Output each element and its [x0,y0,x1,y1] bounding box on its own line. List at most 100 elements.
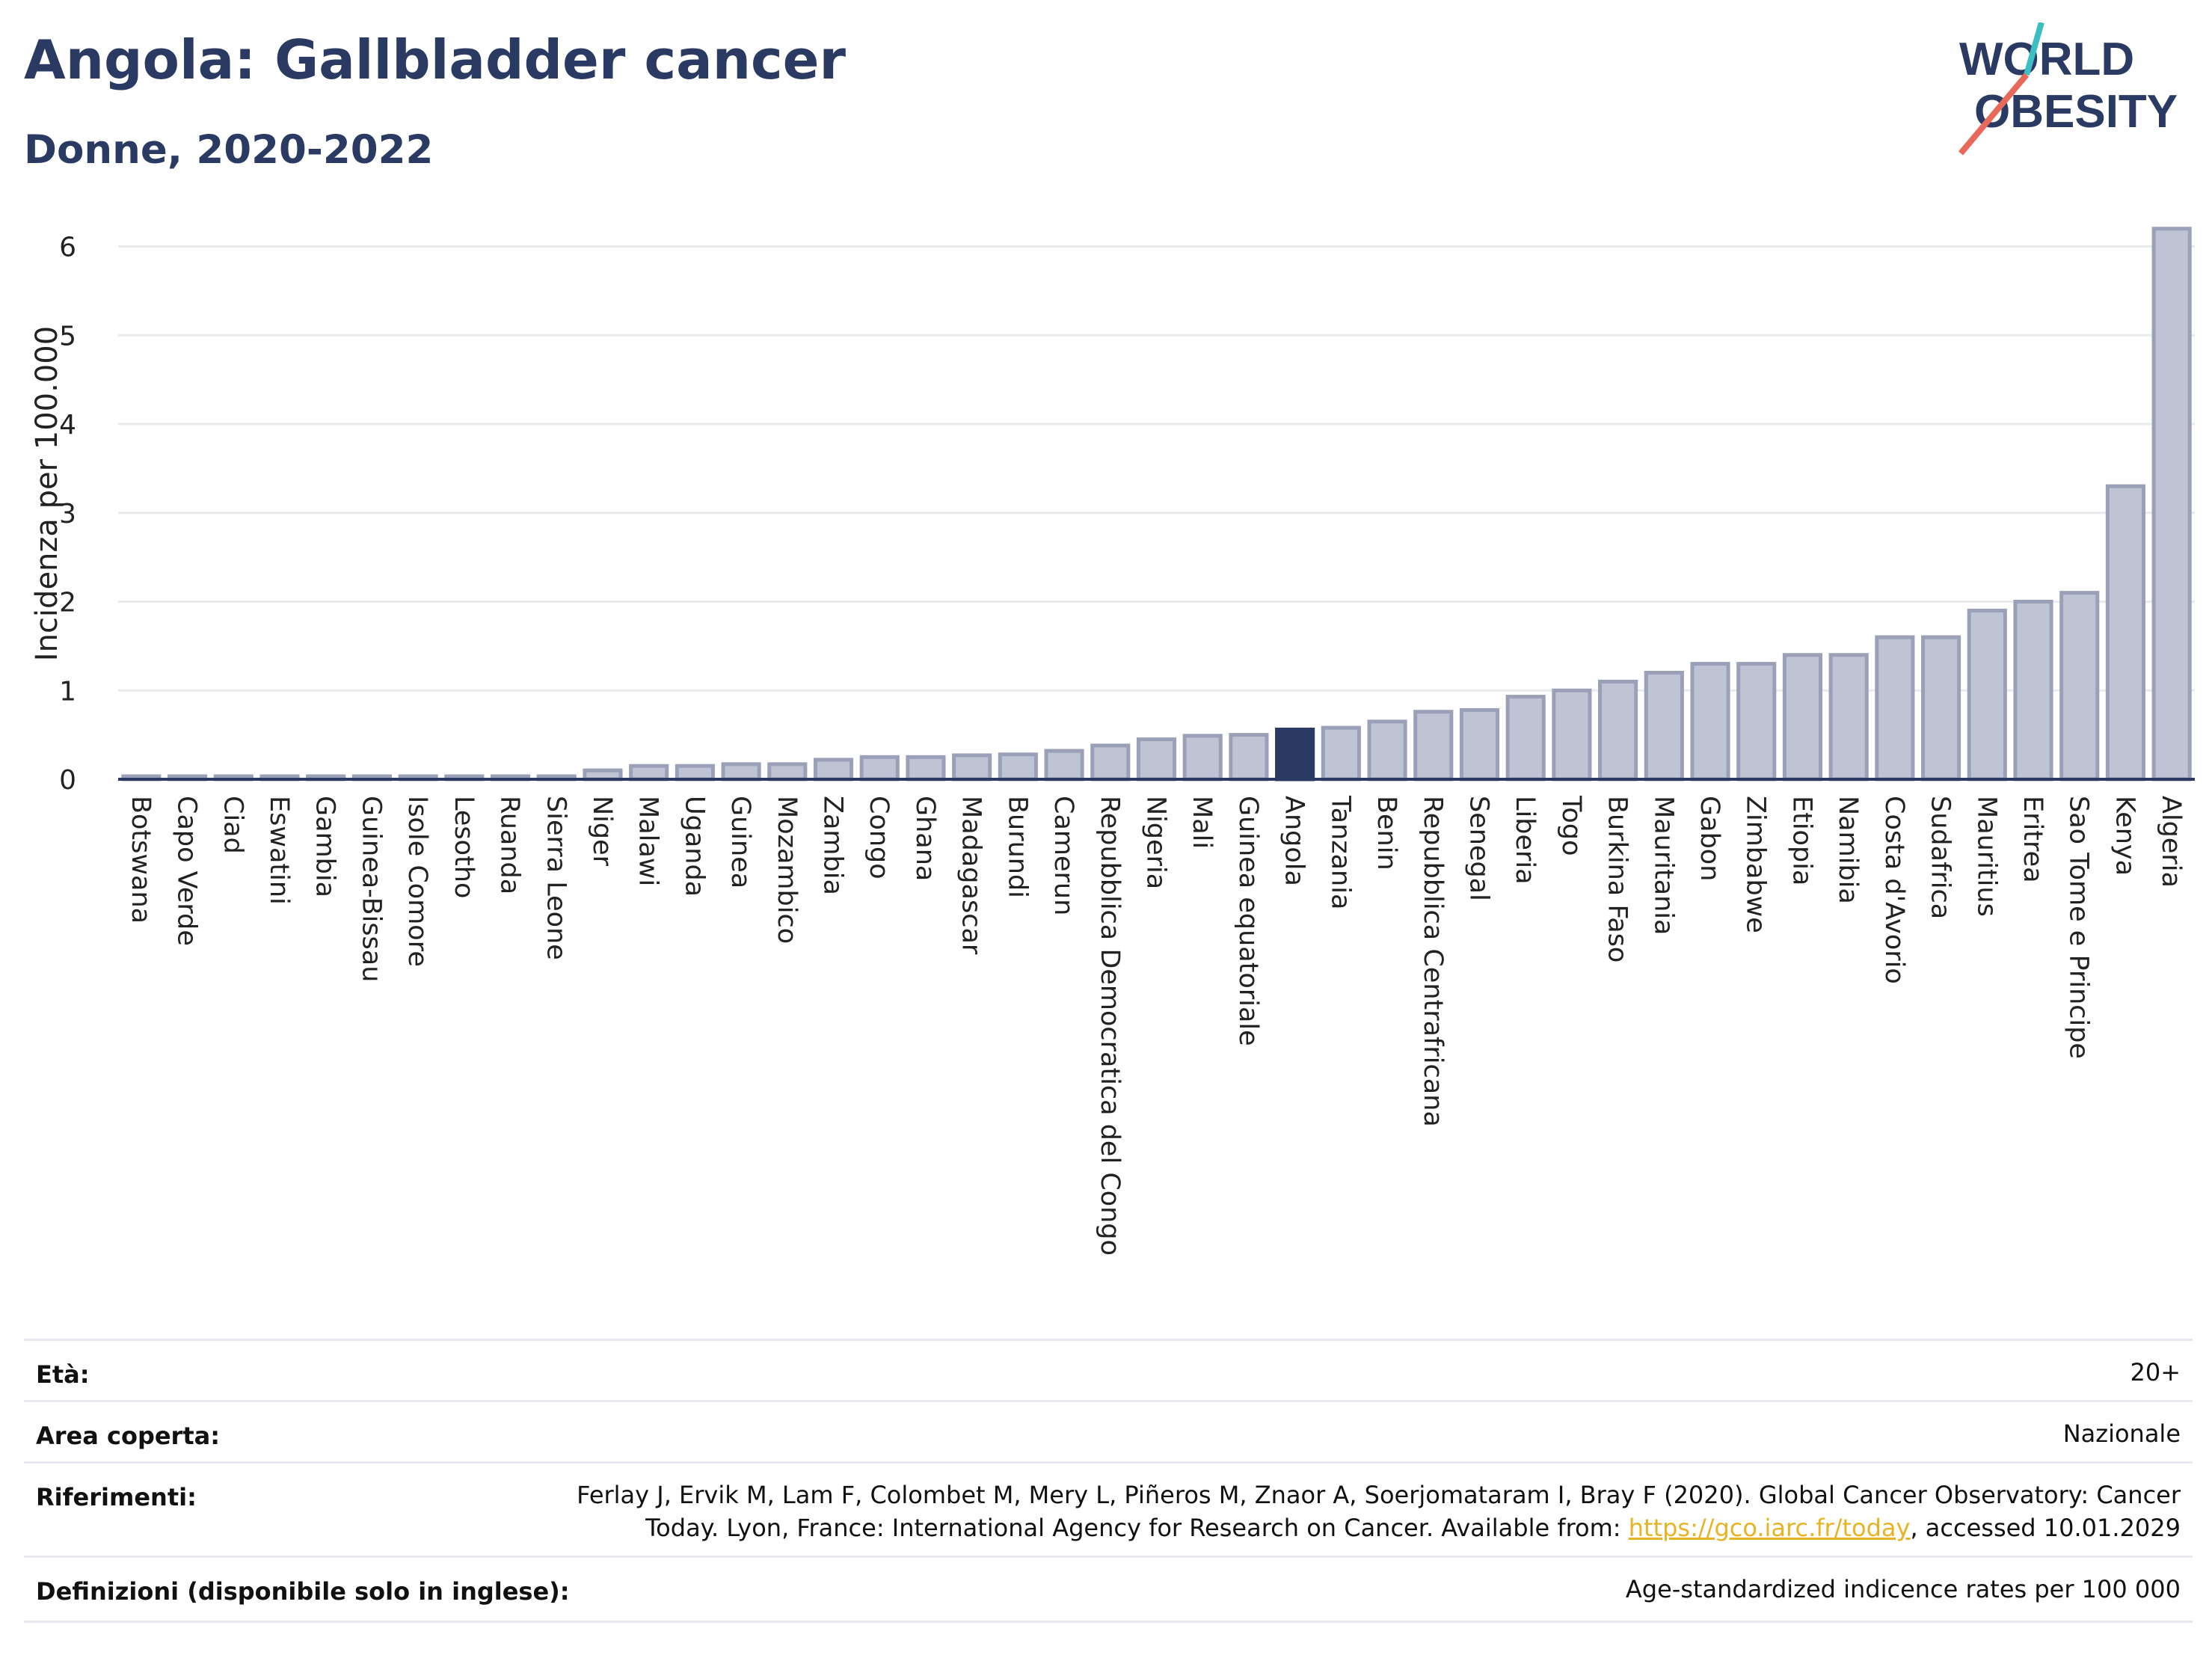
x-tick-label: Namibia [1833,796,1863,904]
x-tick-label: Eswatini [264,796,294,905]
riferimenti-line-1: Ferlay J, Ervik M, Lam F, Colombet M, Me… [577,1481,2181,1509]
bar-zimbabwe [1736,662,1777,782]
footer-table: Età: 20+ Area coperta: Nazionale Riferim… [24,1339,2193,1623]
x-tick-label: Uganda [679,796,709,897]
area-label: Area coperta: [36,1422,221,1450]
y-tick-label: 6 [59,233,76,263]
x-tick-label: Ciad [218,796,248,854]
bar-zambia [813,758,854,782]
y-tick-label: 4 [59,410,76,440]
x-tick-label: Niger [587,796,617,867]
definizioni-value: Age-standardized indicence rates per 100… [1625,1575,2181,1603]
riferimenti-value: Ferlay J, Ervik M, Lam F, Colombet M, Me… [577,1479,2181,1544]
eta-label: Età: [36,1360,90,1389]
x-tick-label: Liberia [1510,796,1540,885]
bar-guinea [721,762,761,782]
riferimenti-label: Riferimenti: [36,1483,197,1511]
bar-costa-d-avorio [1875,635,1915,782]
footer-row-riferimenti: Riferimenti: Ferlay J, Ervik M, Lam F, C… [24,1461,2193,1558]
world-obesity-logo: WORLD OBESITY [1958,22,2178,156]
bar-repubblica-democratica-del-congo [1090,743,1131,782]
bar-tanzania [1321,725,1361,782]
x-tick-label: Congo [864,796,894,879]
riferimenti-line-2-post: , accessed 10.01.2029 [1910,1514,2181,1542]
bar-eritrea [2013,600,2053,782]
x-tick-label: Sao Tome e Principe [2064,796,2094,1059]
y-axis-label: Incidenza per 100.000 [30,326,64,661]
x-tick-label: Costa d'Avorio [1879,796,1909,984]
bar-repubblica-centrafricana [1413,710,1454,782]
chart-title: Angola: Gallbladder cancer [24,28,846,91]
x-tick-label: Guinea-Bissau [356,796,386,982]
x-tick-label: Isole Comore [402,796,432,967]
x-tick-label: Mali [1187,796,1217,849]
x-tick-label: Nigeria [1141,796,1171,889]
bar-liberia [1505,695,1546,782]
x-tick-label: Algeria [2156,796,2186,888]
bar-burkina-faso [1598,679,1638,782]
x-tick-label: Angola [1279,796,1309,886]
bar-malawi [629,764,669,782]
x-tick-label: Repubblica Democratica del Congo [1095,796,1125,1256]
x-tick-label: Ghana [910,796,940,881]
y-tick-label: 1 [59,676,76,707]
x-tick-label: Mauritania [1648,796,1678,935]
x-tick-labels: Botswana Capo Verde Ciad Eswatini Gambia Guin… [126,795,2186,1256]
x-tick-label: Capo Verde [172,796,202,946]
bar-ghana [906,755,946,782]
x-tick-label: Gabon [1695,796,1724,881]
bar-gabon [1690,662,1730,782]
bars [121,227,2192,782]
x-tick-label: Guinea [725,796,755,888]
x-tick-label: Mozambico [772,796,802,944]
y-tick-label: 5 [59,321,76,351]
bar-mauritius [1967,608,2007,782]
x-tick-label: Zimbabwe [1741,796,1771,933]
x-tick-label: Burkina Faso [1603,796,1632,962]
bar-uganda [675,764,715,782]
svg-text:WORLD: WORLD [1959,34,2134,85]
x-tick-label: Ruanda [495,796,525,894]
x-tick-label: Togo [1556,795,1586,856]
x-tick-label: Mauritius [1971,796,2001,917]
y-tick-label: 3 [59,499,76,529]
riferimenti-link[interactable]: https://gco.iarc.fr/today [1628,1514,1911,1542]
x-tick-label: Lesotho [449,796,479,898]
bar-nigeria [1136,737,1177,782]
bar-congo [859,755,900,782]
definizioni-label: Definizioni (disponibile solo in inglese… [36,1577,570,1606]
bar-togo [1552,688,1592,782]
bar-guinea-equatoriale [1229,733,1269,782]
bar-mozambico [767,762,808,782]
bar-sao-tome-e-principe [2059,591,2100,782]
footer-row-area: Area coperta: Nazionale [24,1400,2193,1464]
x-tick-label: Sierra Leone [541,796,571,960]
x-tick-label: Benin [1371,796,1401,871]
footer-row-definizioni: Definizioni (disponibile solo in inglese… [24,1556,2193,1623]
bar-benin [1367,719,1407,782]
bar-mali [1182,734,1223,782]
bar-etiopia [1782,653,1823,782]
x-tick-label: Sudafrica [1926,796,1956,919]
riferimenti-line-2-pre: Today. Lyon, France: International Agenc… [645,1514,1629,1542]
y-tick-labels: 0 1 2 3 4 5 6 [59,233,76,796]
bar-senegal [1459,707,1500,782]
bar-sudafrica [1921,635,1961,782]
bar-mauritania [1644,671,1684,782]
x-tick-label: Etiopia [1787,796,1816,885]
eta-value: 20+ [2130,1358,2181,1387]
x-tick-label: Botswana [126,796,156,924]
bar-camerun [1044,749,1084,782]
bar-angola [1275,728,1315,782]
x-tick-label: Gambia [310,796,340,897]
x-tick-label: Camerun [1048,796,1078,915]
riferimenti-line-2: Today. Lyon, France: International Agenc… [577,1511,2181,1544]
x-tick-label: Kenya [2110,796,2139,876]
x-tick-label: Senegal [1463,796,1493,901]
x-tick-label: Tanzania [1325,795,1355,909]
area-value: Nazionale [2062,1419,2181,1448]
x-tick-label: Zambia [818,796,848,895]
bar-kenya [2105,484,2146,782]
bar-namibia [1828,653,1869,782]
x-tick-label: Guinea equatoriale [1233,796,1263,1046]
